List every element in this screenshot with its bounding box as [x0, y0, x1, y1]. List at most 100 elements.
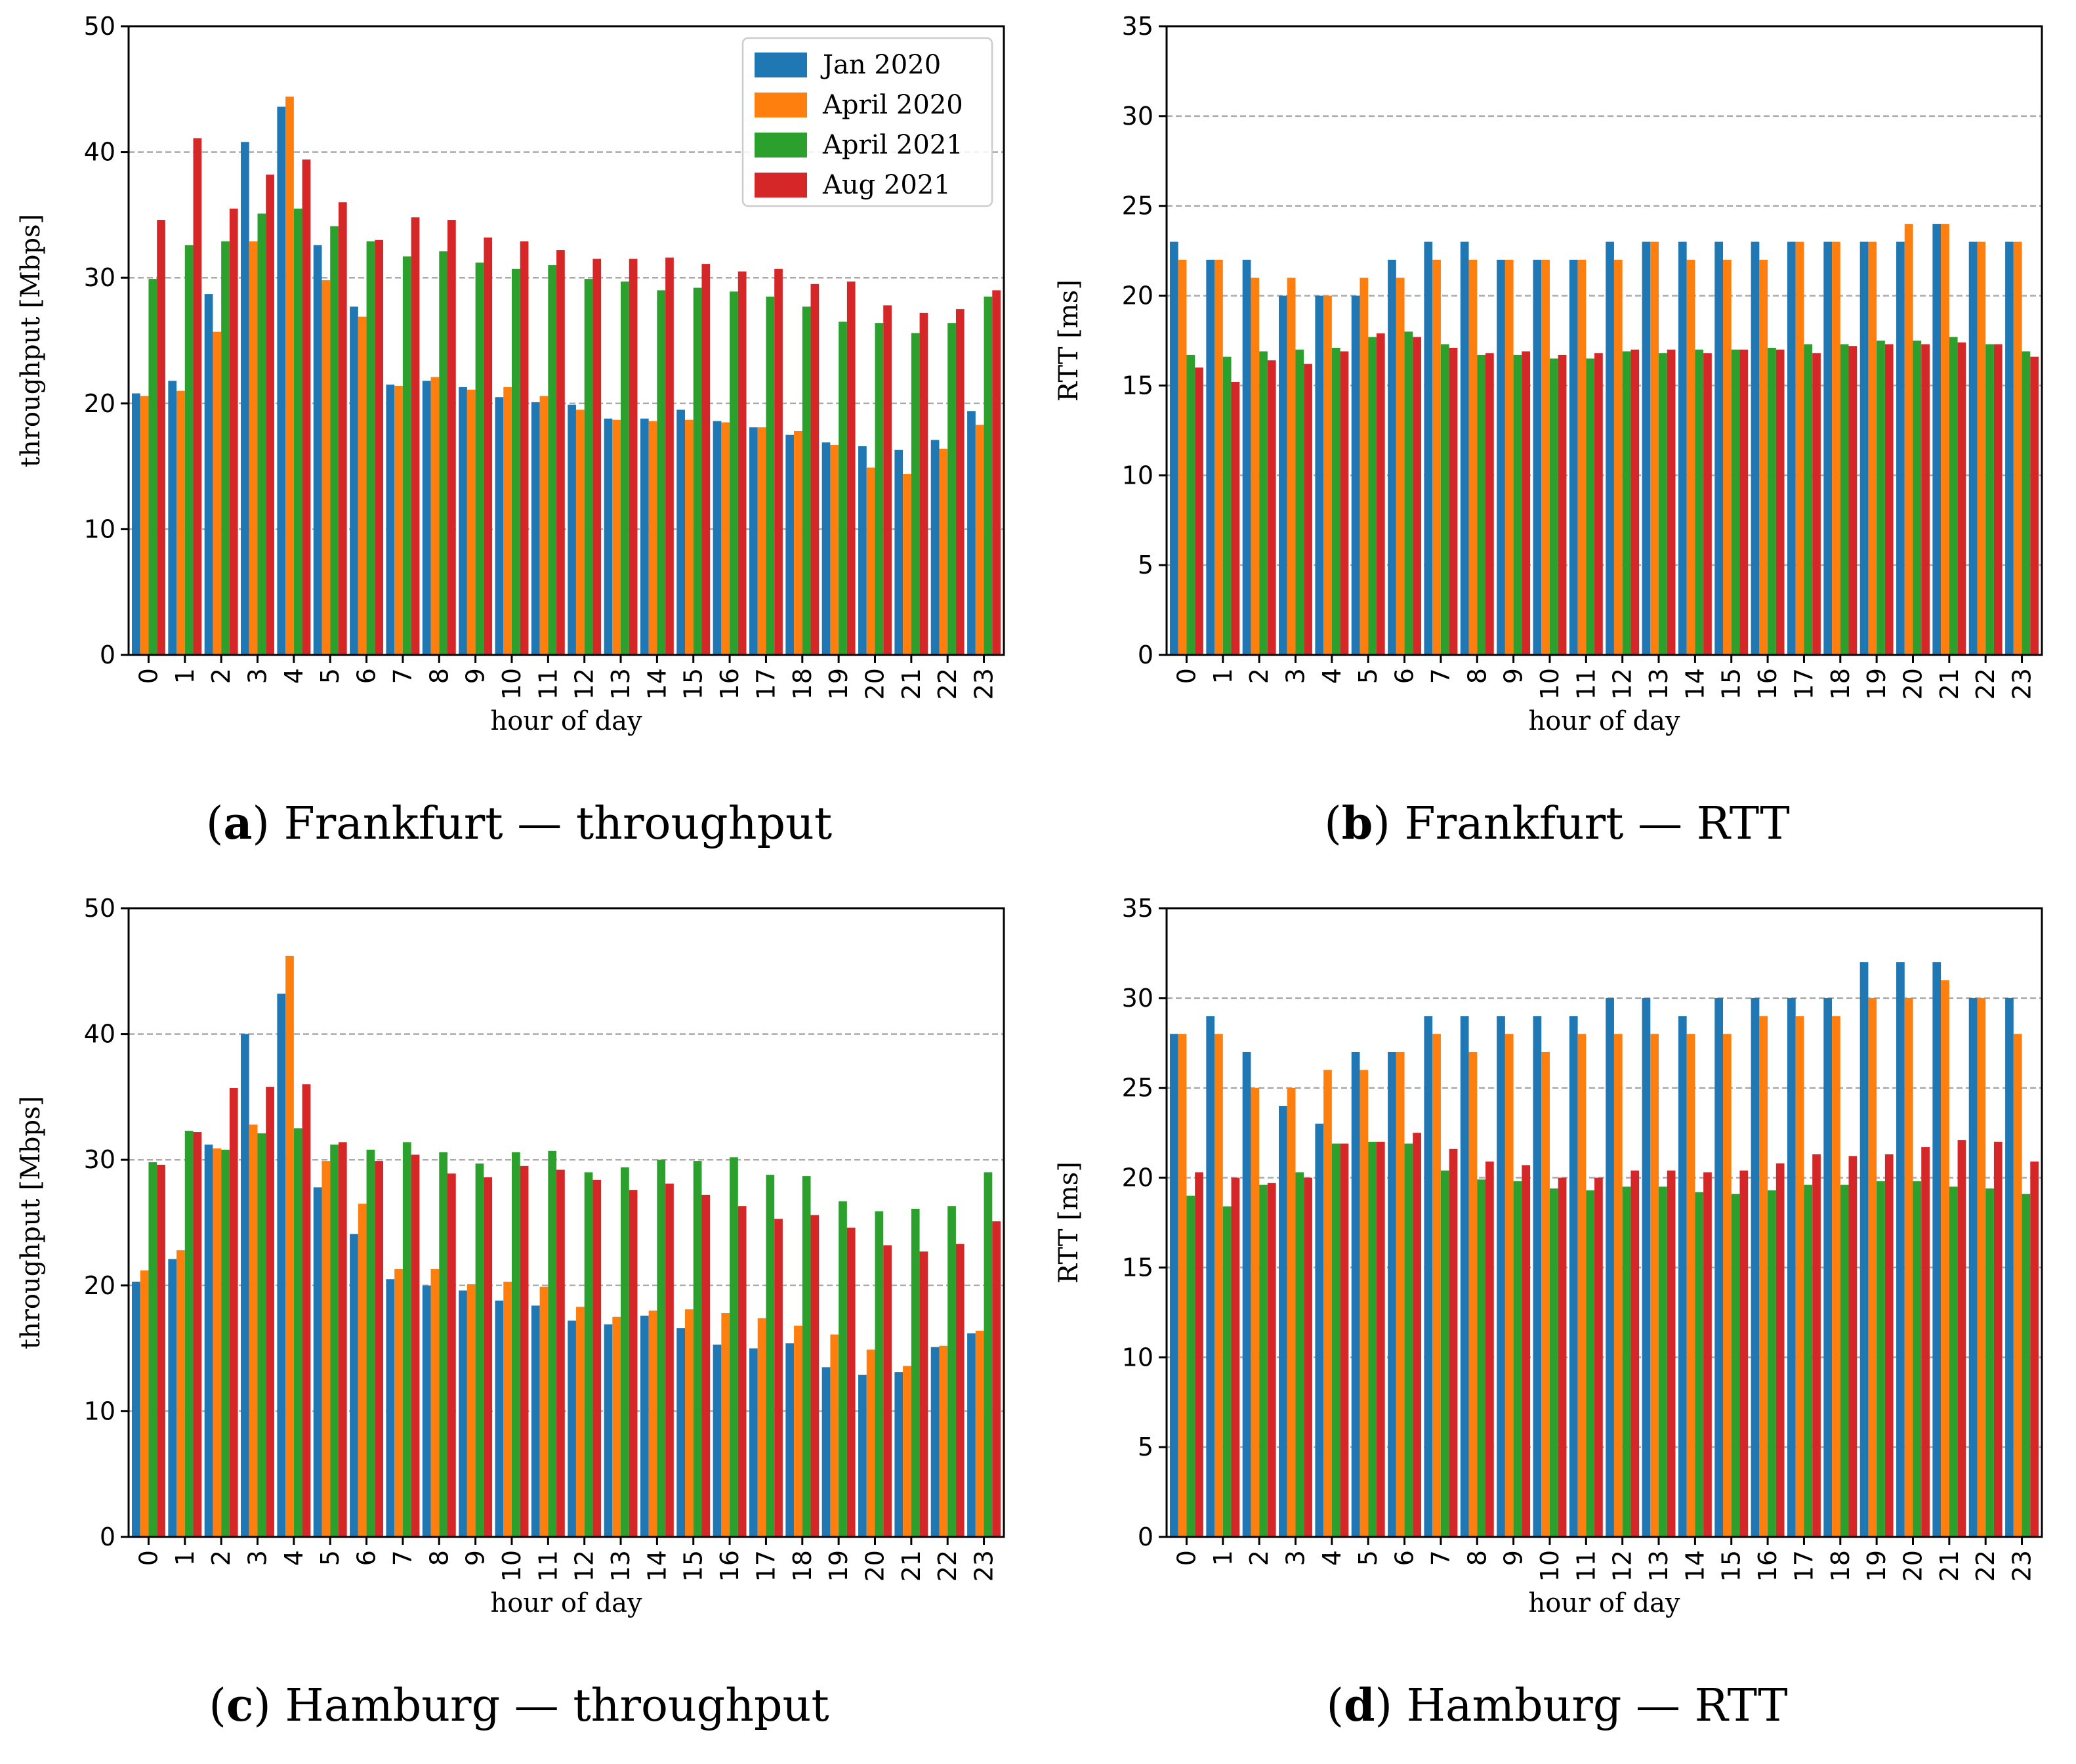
bar-april-2020-h14	[1686, 1034, 1695, 1537]
y-tick-label: 20	[1122, 1164, 1153, 1192]
bar-jan-2020-h1	[1206, 1016, 1215, 1537]
bar-april-2020-h11	[1577, 1034, 1587, 1537]
bar-april-2020-h23	[2013, 1034, 2022, 1537]
bar-jan-2020-h14	[640, 1315, 649, 1537]
bar-april-2020-h6	[358, 316, 367, 655]
bar-jan-2020-h20	[1896, 962, 1905, 1537]
bar-april-2020-h14	[648, 421, 657, 655]
bar-aug-2021-h22	[955, 1244, 965, 1537]
x-tick-label: 4	[280, 668, 308, 684]
x-tick-label: 13	[606, 668, 635, 700]
caption-letter: c	[226, 1679, 254, 1732]
caption-text: ) Hamburg — throughput	[253, 1680, 829, 1732]
bar-april-2021-h10	[511, 1152, 520, 1537]
x-tick-label: 19	[824, 668, 853, 700]
bar-aug-2021-h18	[1848, 1156, 1858, 1537]
bar-jan-2020-h10	[495, 397, 504, 655]
bar-april-2021-h6	[1404, 331, 1413, 655]
bar-aug-2021-h19	[846, 1227, 856, 1537]
bar-april-2020-h15	[685, 1309, 694, 1537]
bar-jan-2020-h8	[1460, 1016, 1469, 1537]
x-tick-label: 1	[1209, 1550, 1237, 1566]
bar-aug-2021-h5	[1376, 1141, 1385, 1537]
caption-letter: b	[1341, 797, 1373, 850]
legend-label: April 2021	[822, 130, 963, 160]
x-tick-label: 5	[1354, 668, 1382, 684]
y-axis-label: throughput [Mbps]	[16, 214, 46, 467]
bar-jan-2020-h8	[422, 381, 431, 655]
x-tick-label: 21	[897, 668, 926, 700]
panel-b: 0 5 10 15 20 25 30 35 0 1 2 3 4 5 6 7 8 9 10 11 12 13 14 15 16 17…	[1038, 0, 2076, 882]
bar-jan-2020-h19	[821, 442, 831, 655]
bar-april-2020-h9	[467, 389, 476, 655]
bar-jan-2020-h21	[894, 1372, 903, 1537]
bar-april-2021-h7	[402, 1142, 411, 1537]
x-tick-label: 4	[1318, 668, 1346, 684]
bar-aug-2021-h3	[1304, 364, 1312, 655]
plot-frame	[1165, 907, 2043, 1538]
bar-jan-2020-h10	[495, 1300, 504, 1537]
x-tick-label: 23	[2008, 1550, 2037, 1582]
bar-aug-2021-h11	[1594, 1177, 1603, 1537]
bar-april-2021-h16	[730, 291, 738, 655]
bar-april-2021-h16	[1768, 347, 1776, 655]
bar-april-2021-h0	[1186, 354, 1195, 655]
bar-jan-2020-h6	[1388, 259, 1396, 655]
bar-april-2020-h19	[1868, 242, 1877, 655]
bar-april-2021-h4	[293, 1128, 302, 1537]
bar-april-2021-h11	[1586, 1190, 1595, 1537]
x-tick-label: 17	[1789, 1550, 1818, 1582]
bar-jan-2020-h14	[1678, 1016, 1687, 1537]
bar-april-2020-h13	[612, 1316, 621, 1537]
y-tick-label: 0	[100, 640, 115, 669]
bar-april-2020-h13	[1650, 1034, 1659, 1537]
x-tick-label: 9	[461, 1550, 490, 1566]
bar-april-2021-h1	[1222, 1206, 1232, 1537]
x-tick-label: 0	[1172, 1550, 1201, 1566]
x-tick-label: 22	[1971, 668, 2000, 700]
legend-box	[741, 37, 993, 207]
bar-april-2020-h10	[503, 1282, 512, 1537]
bar-aug-2021-h3	[1304, 1177, 1312, 1537]
bar-april-2020-h23	[975, 1330, 984, 1537]
bar-april-2020-h15	[1723, 259, 1732, 655]
bar-jan-2020-h17	[749, 1348, 758, 1537]
bar-april-2020-h17	[1795, 1016, 1804, 1537]
bar-april-2021-h13	[621, 1167, 629, 1537]
bar-jan-2020-h11	[531, 1305, 540, 1537]
legend-swatch	[755, 52, 807, 77]
bar-aug-2021-h4	[302, 159, 311, 655]
bar-aug-2021-h2	[229, 1087, 238, 1537]
x-tick-label: 18	[1826, 668, 1855, 700]
bar-april-2020-h20	[866, 1349, 875, 1537]
bar-jan-2020-h15	[676, 410, 686, 655]
bar-april-2020-h5	[322, 280, 331, 656]
y-axis-label: RTT [ms]	[1054, 1162, 1084, 1284]
bar-april-2020-h13	[612, 419, 621, 655]
y-tick-label: 15	[1122, 1253, 1153, 1282]
bar-aug-2021-h20	[1921, 344, 1930, 655]
y-tick-label: 10	[1122, 1343, 1153, 1372]
bar-april-2020-h0	[140, 396, 149, 655]
bar-aug-2021-h23	[2030, 356, 2039, 655]
bar-april-2021-h22	[947, 323, 956, 655]
bar-jan-2020-h6	[350, 1234, 358, 1537]
bar-jan-2020-h20	[1896, 242, 1905, 655]
bar-april-2021-h19	[839, 322, 847, 655]
bar-aug-2021-h2	[1267, 360, 1276, 655]
x-tick-label: 13	[1644, 668, 1673, 700]
bar-april-2021-h6	[366, 241, 375, 655]
bar-april-2021-h19	[839, 1201, 847, 1537]
bar-jan-2020-h8	[1460, 242, 1469, 655]
bar-april-2021-h1	[1222, 356, 1232, 655]
caption-text: ) Frankfurt — RTT	[1373, 798, 1790, 850]
bar-aug-2021-h23	[992, 290, 1001, 655]
x-tick-label: 16	[1753, 1550, 1782, 1582]
bar-april-2020-h17	[1795, 242, 1804, 655]
bar-aug-2021-h13	[1667, 349, 1676, 655]
bar-april-2020-h23	[2013, 242, 2022, 655]
x-tick-label: 21	[1935, 668, 1964, 700]
x-tick-label: 18	[788, 1550, 817, 1582]
legend-swatch	[755, 133, 807, 158]
bar-april-2020-h17	[757, 427, 766, 655]
